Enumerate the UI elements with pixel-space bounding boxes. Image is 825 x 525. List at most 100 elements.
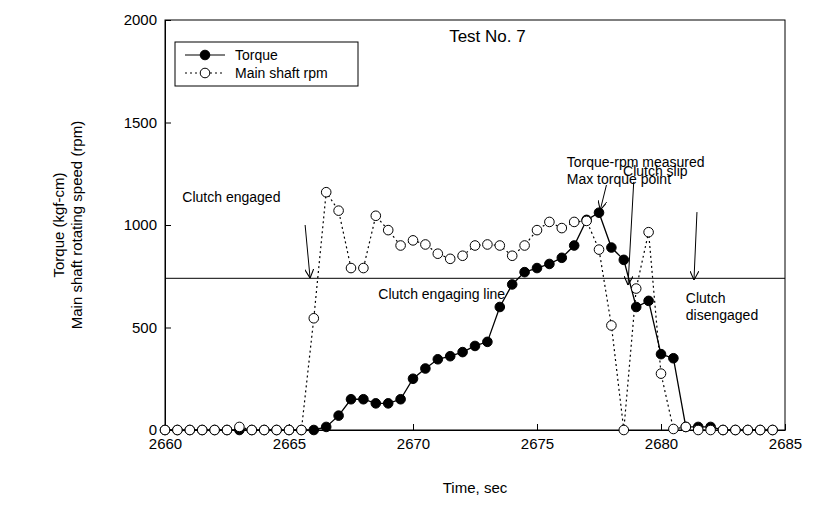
tick-label: 1000: [124, 216, 157, 233]
data-point: [731, 425, 741, 435]
tick-label: 0: [149, 421, 157, 438]
data-point: [383, 225, 393, 235]
y-axis: 0500100015002000: [124, 11, 171, 438]
data-point: [222, 425, 232, 435]
data-point: [247, 425, 257, 435]
data-point: [309, 425, 319, 435]
data-point: [557, 253, 567, 263]
data-point: [619, 255, 629, 265]
data-point: [396, 394, 406, 404]
data-point: [272, 425, 282, 435]
reference-line: [165, 278, 785, 279]
tick-label: 2680: [645, 435, 678, 452]
data-point: [421, 240, 431, 250]
data-point: [259, 425, 269, 435]
legend-marker: [200, 50, 210, 60]
data-point: [706, 425, 716, 435]
data-point: [607, 321, 617, 331]
series-line: [165, 192, 773, 430]
plot-area: 2660266526702675268026850500100015002000…: [124, 11, 803, 451]
data-point: [669, 424, 679, 434]
data-point: [359, 263, 369, 273]
data-point: [445, 254, 455, 264]
tick-mark: [785, 424, 786, 430]
data-point: [755, 425, 765, 435]
data-point: [458, 251, 468, 261]
tick: 500: [132, 319, 171, 336]
tick: 2675: [521, 424, 554, 452]
data-point: [507, 251, 517, 261]
data-point: [520, 241, 530, 251]
data-point: [297, 425, 307, 435]
annotation-text: Clutch slip: [623, 163, 688, 179]
data-point: [197, 425, 207, 435]
data-point: [743, 425, 753, 435]
data-point: [607, 243, 617, 253]
data-point: [433, 249, 443, 259]
data-point: [644, 296, 654, 306]
data-point: [681, 422, 691, 432]
data-point: [644, 227, 654, 237]
annotation-text: disengaged: [686, 307, 758, 323]
tick-mark: [165, 123, 171, 124]
tick-mark: [537, 424, 538, 430]
tick-mark: [165, 225, 171, 226]
data-point: [483, 337, 493, 347]
data-point: [272, 425, 282, 435]
legend-marker: [200, 68, 210, 78]
data-point: [259, 425, 269, 435]
tick-mark: [165, 328, 171, 329]
data-point: [768, 425, 778, 435]
data-point: [495, 241, 505, 251]
data-point: [768, 425, 778, 435]
data-point: [582, 216, 592, 226]
data-point: [284, 425, 294, 435]
data-point: [520, 267, 530, 277]
tick: 1000: [124, 216, 171, 233]
data-point: [346, 263, 356, 273]
series-markers: [160, 187, 777, 434]
data-point: [532, 263, 542, 273]
data-point: [371, 211, 381, 221]
y-axis-title: Main shaft rotating speed (rpm): [68, 121, 85, 329]
data-point: [731, 425, 741, 435]
data-point: [433, 354, 443, 364]
data-point: [359, 394, 369, 404]
legend-entry: Main shaft rpm: [185, 65, 328, 81]
annotation-arrow: [628, 182, 634, 285]
data-point: [173, 425, 183, 435]
data-point: [631, 302, 641, 312]
data-point: [284, 425, 294, 435]
data-point: [594, 245, 604, 255]
x-axis-title: Time, sec: [443, 479, 508, 496]
legend-label: Torque: [235, 47, 278, 63]
data-point: [334, 206, 344, 216]
data-point: [383, 399, 393, 409]
tick-label: 2675: [521, 435, 554, 452]
reference-line-label: Clutch engaging line: [378, 286, 505, 302]
tick-label: 500: [132, 319, 157, 336]
data-point: [656, 349, 666, 359]
data-point: [718, 425, 728, 435]
data-point: [297, 425, 307, 435]
data-point: [309, 313, 319, 323]
tick: 2670: [397, 424, 430, 452]
data-point: [458, 347, 468, 357]
legend: Torque Main shaft rpm: [175, 42, 358, 86]
tick-label: 2670: [397, 435, 430, 452]
tick-label: 2685: [769, 435, 802, 452]
data-point: [210, 425, 220, 435]
data-point: [334, 411, 344, 421]
plot-frame: [165, 20, 785, 430]
data-point: [681, 422, 691, 432]
data-point: [160, 425, 170, 435]
data-point: [693, 425, 703, 435]
data-point: [247, 425, 257, 435]
annotation-text: Clutch: [686, 290, 726, 306]
tick: 2680: [645, 424, 678, 452]
data-point: [656, 369, 666, 379]
data-point: [346, 394, 356, 404]
y-axis-title: Torque (kgf-cm): [50, 172, 67, 277]
data-point: [408, 374, 418, 384]
data-point: [743, 425, 753, 435]
